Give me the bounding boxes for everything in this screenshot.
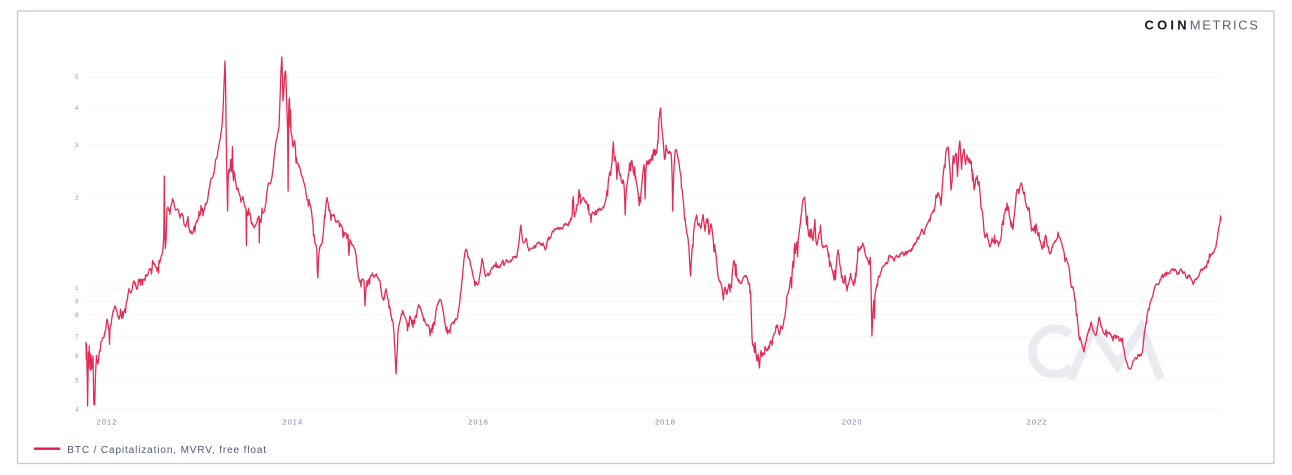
- svg-text:8: 8: [75, 312, 79, 319]
- svg-text:COINMETRICS: COINMETRICS: [1144, 18, 1259, 33]
- svg-text:5: 5: [75, 377, 79, 384]
- svg-text:2022: 2022: [1027, 418, 1048, 427]
- svg-text:4: 4: [75, 406, 79, 413]
- svg-text:4: 4: [75, 105, 79, 112]
- svg-text:5: 5: [75, 74, 79, 81]
- svg-text:1: 1: [75, 285, 79, 292]
- svg-text:2012: 2012: [97, 418, 118, 427]
- svg-text:7: 7: [75, 334, 79, 341]
- svg-text:3: 3: [75, 142, 79, 149]
- svg-text:2020: 2020: [842, 418, 863, 427]
- svg-text:2: 2: [75, 195, 79, 202]
- svg-text:2016: 2016: [468, 418, 489, 427]
- svg-text:BTC / Capitalization, MVRV, fr: BTC / Capitalization, MVRV, free float: [67, 445, 267, 456]
- svg-text:2018: 2018: [655, 418, 676, 427]
- svg-text:9: 9: [75, 299, 79, 306]
- svg-text:6: 6: [75, 353, 79, 360]
- svg-text:2014: 2014: [282, 418, 303, 427]
